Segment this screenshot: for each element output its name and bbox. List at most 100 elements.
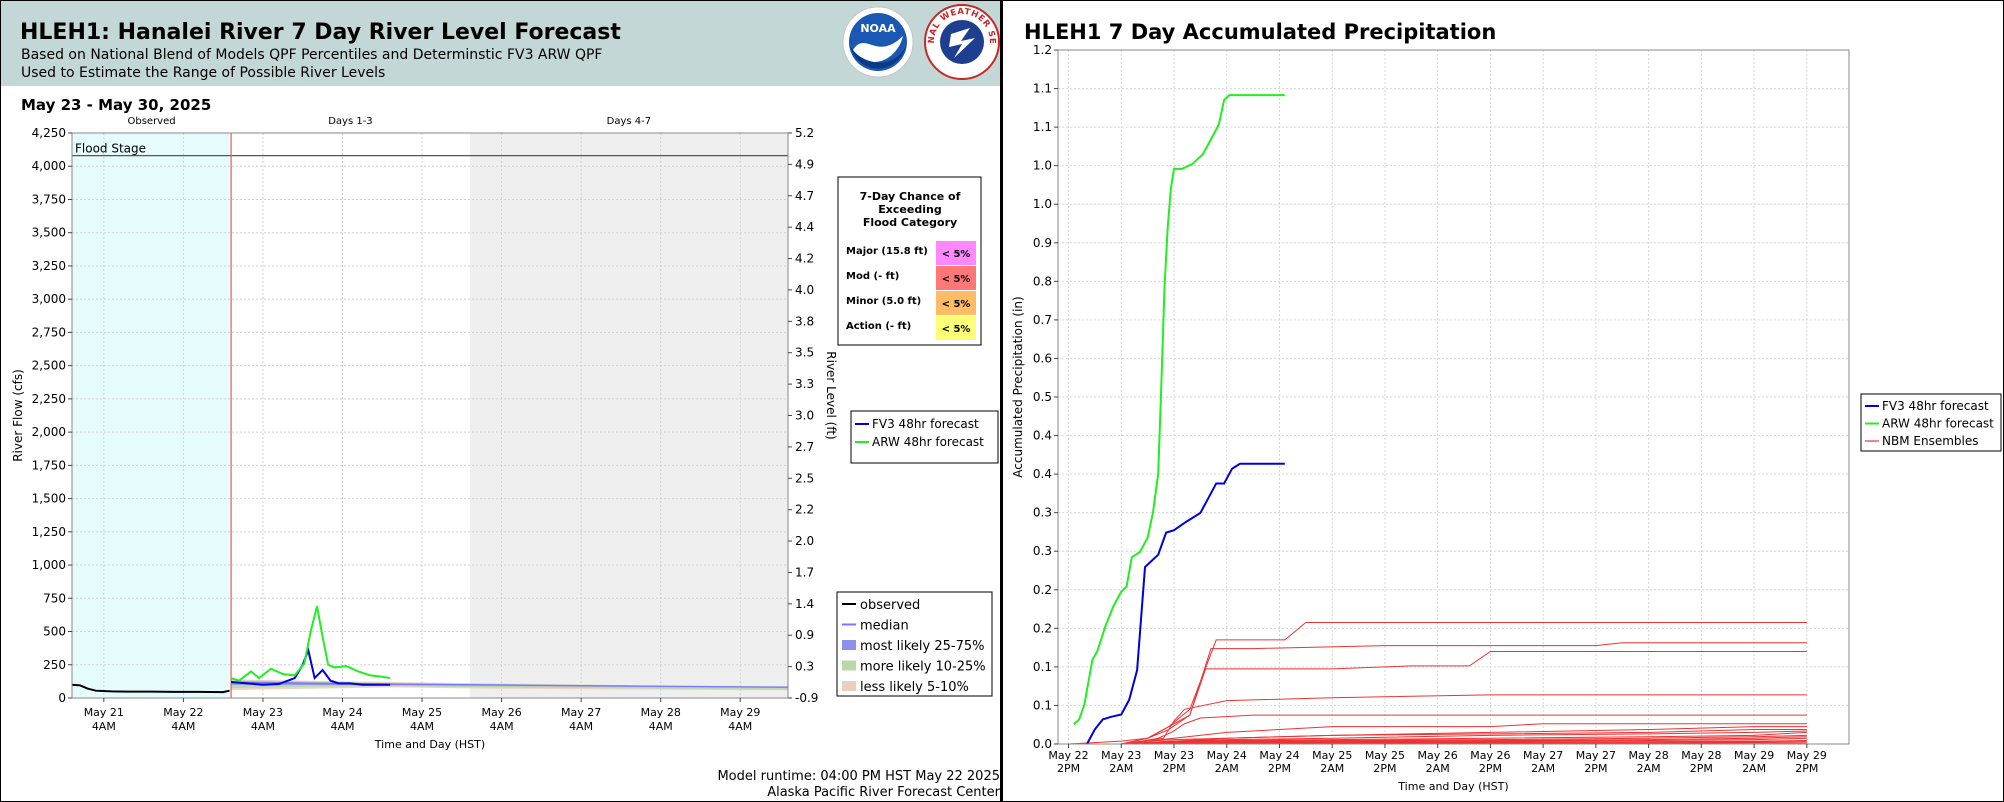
flood-row-swatch bbox=[936, 291, 976, 315]
x-tick-label-hour: 4AM bbox=[569, 720, 593, 733]
y2-tick-label: 4.7 bbox=[795, 189, 814, 203]
x-tick-label-day: May 24 bbox=[1207, 749, 1247, 762]
x-tick-label-day: May 25 bbox=[402, 706, 442, 719]
x-tick-label-hour: 2PM bbox=[1162, 762, 1185, 775]
panel-divider bbox=[1000, 0, 1003, 802]
y2-tick-label: 4.2 bbox=[795, 252, 814, 266]
legend-swatch bbox=[842, 681, 856, 691]
flood-row-label: Major (15.8 ft) bbox=[846, 246, 928, 257]
x-tick-label-day: May 27 bbox=[1576, 749, 1616, 762]
forecast-date-range: May 23 - May 30, 2025 bbox=[21, 96, 212, 114]
series-legend-box bbox=[850, 410, 999, 464]
y-tick-label: 0.7 bbox=[1033, 313, 1052, 327]
y-tick-label: 0.9 bbox=[1033, 236, 1052, 250]
series-legend: FV3 48hr forecast ARW 48hr forecast bbox=[850, 410, 999, 464]
river-forecast-chart: Observed Days 1-3 Days 4-7 Flood Stage 0 250 5… bbox=[11, 116, 999, 751]
y-tick-label: 500 bbox=[43, 625, 66, 639]
precip-chart-title: HLEH1 7 Day Accumulated Precipitation bbox=[1024, 20, 1497, 44]
legend-label: observed bbox=[860, 598, 920, 613]
legend-swatch bbox=[842, 640, 856, 650]
observed-region bbox=[72, 133, 232, 698]
y2-tick-label: 3.8 bbox=[795, 314, 814, 328]
series-fv3-48hr-forecast bbox=[231, 646, 391, 686]
legend-swatch bbox=[842, 660, 856, 671]
y-tick-label: 4,000 bbox=[32, 159, 66, 173]
y-tick-label: 1,750 bbox=[32, 458, 66, 472]
y-tick-label: 1.1 bbox=[1033, 120, 1052, 134]
forecast-center: Alaska Pacific River Forecast Center bbox=[767, 785, 1000, 800]
region-label: Observed bbox=[127, 116, 175, 127]
x-tick-label-day: May 29 bbox=[720, 706, 760, 719]
y-tick-label: 4,250 bbox=[32, 126, 66, 140]
y2-tick-label: 1.7 bbox=[795, 565, 814, 579]
y-tick-label: 3,500 bbox=[32, 226, 66, 240]
y2-tick-label: -0.9 bbox=[795, 691, 818, 705]
legend-label: most likely 25-75% bbox=[860, 639, 984, 654]
y-tick-label: 3,250 bbox=[32, 259, 66, 273]
x-tick-label-hour: 2AM bbox=[1742, 762, 1766, 775]
y2-tick-label: 2.5 bbox=[795, 471, 814, 485]
y-tick-label: 2,000 bbox=[32, 425, 66, 439]
x-tick-label-hour: 2AM bbox=[1531, 762, 1555, 775]
nbm-ensemble-member bbox=[1068, 650, 1807, 745]
x-tick-label-hour: 2AM bbox=[1426, 762, 1450, 775]
x-tick-label-hour: 2AM bbox=[1637, 762, 1661, 775]
precip-legend: FV3 48hr forecast ARW 48hr forecast NBM En… bbox=[1860, 393, 2002, 452]
y-tick-label: 1.0 bbox=[1033, 197, 1052, 211]
y-tick-label: 1.1 bbox=[1033, 82, 1052, 96]
x-tick-label-day: May 22 bbox=[1048, 749, 1088, 762]
region-label: Days 1-3 bbox=[328, 116, 372, 127]
y-tick-label: 0.5 bbox=[1033, 390, 1052, 404]
x-tick-label-day: May 29 bbox=[1734, 749, 1774, 762]
legend-label: FV3 48hr forecast bbox=[1882, 399, 1989, 413]
x-tick-label-day: May 29 bbox=[1787, 749, 1827, 762]
x-tick-label-day: May 23 bbox=[1154, 749, 1194, 762]
flood-row-swatch bbox=[936, 241, 976, 265]
y2-tick-label: 0.9 bbox=[795, 628, 814, 642]
x-tick-label-hour: 2PM bbox=[1268, 762, 1291, 775]
y-tick-label: 0.3 bbox=[1033, 506, 1052, 520]
legend-label: more likely 10-25% bbox=[860, 660, 986, 675]
x-tick-label-hour: 2PM bbox=[1584, 762, 1607, 775]
y-tick-label: 0.4 bbox=[1033, 429, 1052, 443]
flood-row-value: < 5% bbox=[942, 299, 971, 310]
nws-logo-icon: NATIONAL WEATHER SERVICE bbox=[924, 4, 1000, 80]
page-title: HLEH1: Hanalei River 7 Day River Level F… bbox=[20, 20, 621, 45]
model-runtime: Model runtime: 04:00 PM HST May 22 2025 bbox=[717, 769, 1000, 784]
x-tick-label-hour: 4AM bbox=[92, 720, 116, 733]
y-tick-label: 2,750 bbox=[32, 325, 66, 339]
y-tick-label: 0.8 bbox=[1033, 274, 1052, 288]
flood-row-swatch bbox=[936, 316, 976, 340]
series-median bbox=[231, 681, 789, 688]
y-tick-label: 1,250 bbox=[32, 525, 66, 539]
y2-tick-label: 2.0 bbox=[795, 534, 814, 548]
x-tick-label-day: May 26 bbox=[481, 706, 521, 719]
series-arw-48hr-forecast bbox=[230, 606, 391, 682]
flood-table-title: 7-Day Chance of bbox=[860, 190, 961, 203]
y-tick-label: 3,750 bbox=[32, 192, 66, 206]
subtitle-line-1: Based on National Blend of Models QPF Pe… bbox=[21, 47, 603, 63]
x-tick-label-day: May 27 bbox=[561, 706, 601, 719]
y-tick-label: 250 bbox=[43, 658, 66, 672]
y-axis-label: Accumulated Precipitation (in) bbox=[1011, 296, 1025, 477]
y2-tick-label: 0.3 bbox=[795, 660, 814, 674]
x-tick-label-hour: 4AM bbox=[410, 720, 434, 733]
flood-row-value: < 5% bbox=[942, 324, 971, 335]
y-axis-label: River Flow (cfs) bbox=[11, 369, 25, 462]
noaa-logo-icon: NOAA bbox=[842, 6, 914, 78]
x-axis-label: Time and Day (HST) bbox=[1397, 780, 1508, 793]
x-tick-label-hour: 2PM bbox=[1690, 762, 1713, 775]
y-tick-label: 0.4 bbox=[1033, 467, 1052, 481]
days-4-7-region bbox=[469, 133, 788, 698]
y2-tick-label: 3.0 bbox=[795, 409, 814, 423]
x-tick-label-day: May 23 bbox=[1101, 749, 1141, 762]
x-tick-label-day: May 28 bbox=[1628, 749, 1668, 762]
legend-label: ARW 48hr forecast bbox=[872, 435, 984, 449]
legend-label: median bbox=[860, 619, 909, 634]
flood-row-value: < 5% bbox=[942, 249, 971, 260]
y2-tick-label: 1.4 bbox=[795, 597, 814, 611]
x-tick-label-day: May 26 bbox=[1470, 749, 1510, 762]
y-tick-label: 2,500 bbox=[32, 359, 66, 373]
x-tick-label-hour: 2AM bbox=[1320, 762, 1344, 775]
forecast-header bbox=[1, 1, 1000, 86]
